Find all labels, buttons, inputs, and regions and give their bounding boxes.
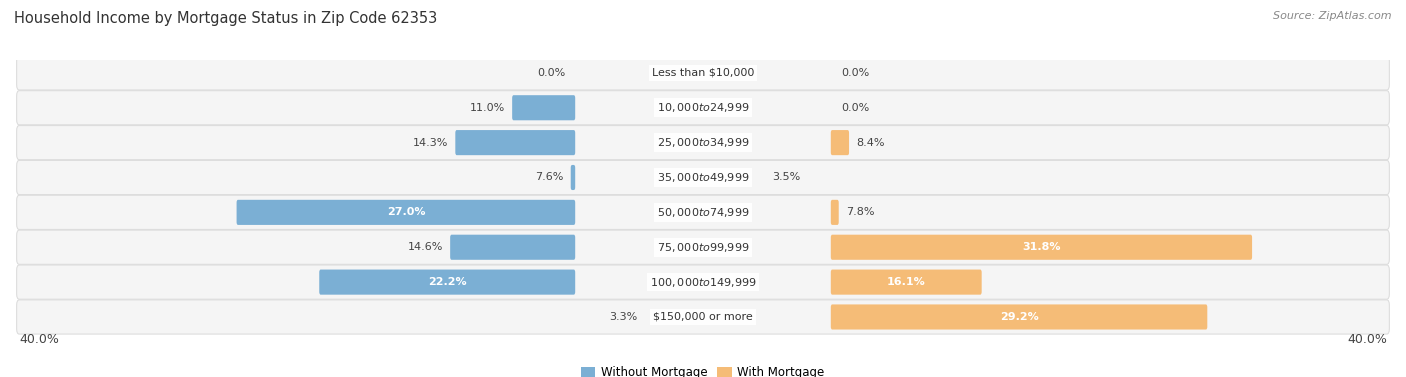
FancyBboxPatch shape: [831, 130, 849, 155]
Text: 31.8%: 31.8%: [1022, 242, 1060, 252]
Text: $100,000 to $149,999: $100,000 to $149,999: [650, 276, 756, 289]
FancyBboxPatch shape: [17, 126, 1389, 160]
Text: 40.0%: 40.0%: [20, 333, 59, 346]
Text: 0.0%: 0.0%: [537, 68, 565, 78]
Text: 3.5%: 3.5%: [772, 173, 800, 182]
FancyBboxPatch shape: [17, 56, 1389, 90]
Text: 7.6%: 7.6%: [536, 173, 564, 182]
Text: 8.4%: 8.4%: [856, 138, 884, 148]
FancyBboxPatch shape: [319, 270, 575, 295]
FancyBboxPatch shape: [17, 195, 1389, 230]
Text: 3.3%: 3.3%: [609, 312, 637, 322]
Text: Less than $10,000: Less than $10,000: [652, 68, 754, 78]
Text: 27.0%: 27.0%: [387, 207, 425, 218]
Text: $10,000 to $24,999: $10,000 to $24,999: [657, 101, 749, 114]
Text: 29.2%: 29.2%: [1000, 312, 1039, 322]
FancyBboxPatch shape: [512, 95, 575, 120]
FancyBboxPatch shape: [236, 200, 575, 225]
Text: 40.0%: 40.0%: [1347, 333, 1386, 346]
Text: 0.0%: 0.0%: [841, 103, 869, 113]
FancyBboxPatch shape: [17, 230, 1389, 264]
Text: 22.2%: 22.2%: [427, 277, 467, 287]
FancyBboxPatch shape: [17, 90, 1389, 125]
FancyBboxPatch shape: [17, 300, 1389, 334]
Text: 7.8%: 7.8%: [846, 207, 875, 218]
Text: Source: ZipAtlas.com: Source: ZipAtlas.com: [1274, 11, 1392, 21]
Text: 11.0%: 11.0%: [470, 103, 505, 113]
FancyBboxPatch shape: [831, 234, 1253, 260]
Text: 0.0%: 0.0%: [841, 68, 869, 78]
FancyBboxPatch shape: [831, 305, 1208, 329]
Text: $50,000 to $74,999: $50,000 to $74,999: [657, 206, 749, 219]
Text: $75,000 to $99,999: $75,000 to $99,999: [657, 241, 749, 254]
FancyBboxPatch shape: [831, 200, 839, 225]
Text: $25,000 to $34,999: $25,000 to $34,999: [657, 136, 749, 149]
Legend: Without Mortgage, With Mortgage: Without Mortgage, With Mortgage: [576, 361, 830, 377]
Text: 16.1%: 16.1%: [887, 277, 925, 287]
Text: Household Income by Mortgage Status in Zip Code 62353: Household Income by Mortgage Status in Z…: [14, 11, 437, 26]
Text: $35,000 to $49,999: $35,000 to $49,999: [657, 171, 749, 184]
FancyBboxPatch shape: [456, 130, 575, 155]
FancyBboxPatch shape: [571, 165, 575, 190]
FancyBboxPatch shape: [17, 160, 1389, 195]
Text: 14.3%: 14.3%: [413, 138, 449, 148]
FancyBboxPatch shape: [17, 265, 1389, 299]
FancyBboxPatch shape: [831, 270, 981, 295]
FancyBboxPatch shape: [450, 234, 575, 260]
Text: 14.6%: 14.6%: [408, 242, 443, 252]
Text: $150,000 or more: $150,000 or more: [654, 312, 752, 322]
